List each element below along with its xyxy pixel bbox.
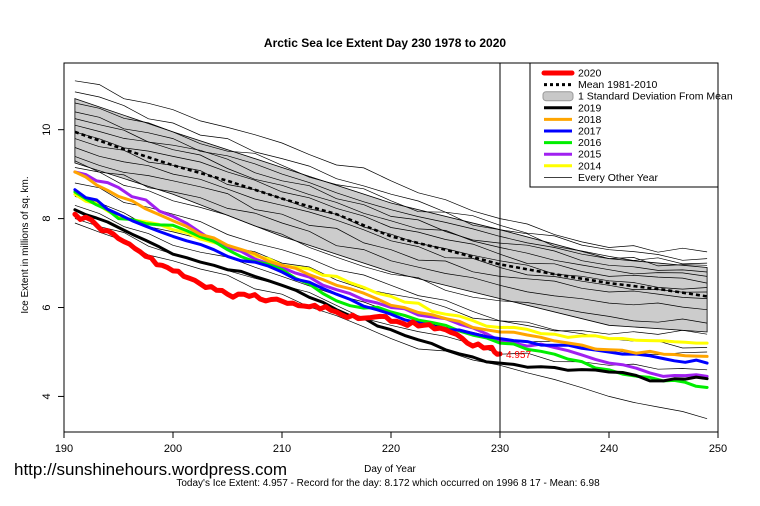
other-years-layer [74, 80, 708, 420]
y-tick-label: 8 [41, 216, 53, 222]
other-year-line [74, 138, 708, 290]
chart-title: Arctic Sea Ice Extent Day 230 1978 to 20… [264, 36, 506, 50]
legend-label: 2019 [578, 102, 602, 114]
other-year-line [74, 160, 708, 311]
mean-line-layer [74, 130, 708, 298]
other-year-line [74, 91, 708, 261]
series-line-2014 [73, 192, 709, 345]
mean-line [74, 130, 708, 298]
current-value-label: 4.957 [506, 350, 531, 361]
other-year-line [74, 182, 708, 335]
x-axis-label: Day of Year [364, 464, 416, 475]
y-axis: 4 6 8 10 [41, 124, 64, 399]
legend-label: 2016 [578, 137, 602, 149]
other-year-line [74, 124, 708, 277]
legend-label: 2020 [578, 68, 602, 80]
x-tick-label: 250 [709, 443, 727, 455]
x-axis: 190 200 210 220 230 240 250 [55, 431, 727, 455]
legend-label: Mean 1981-2010 [578, 79, 658, 91]
other-year-line [74, 167, 708, 324]
legend-label: 2017 [578, 126, 602, 138]
legend-label: Every Other Year [578, 172, 658, 184]
y-tick-label: 10 [41, 124, 53, 136]
legend-label: 2014 [578, 160, 602, 172]
other-year-line [74, 156, 708, 299]
x-tick-label: 210 [273, 443, 291, 455]
website-watermark: http://sunshinehours.wordpress.com [14, 460, 287, 479]
other-year-line [74, 147, 708, 293]
x-tick-label: 230 [491, 443, 509, 455]
series-line-2020 [72, 211, 503, 357]
legend-label: 1 Standard Deviation From Mean [578, 91, 733, 103]
legend-label: 2015 [578, 149, 602, 161]
other-year-line [74, 80, 708, 253]
other-year-line [74, 222, 708, 420]
legend-swatch [542, 91, 574, 102]
y-tick-label: 4 [41, 393, 53, 399]
x-tick-label: 200 [164, 443, 182, 455]
other-year-line [74, 131, 708, 284]
x-tick-label: 220 [382, 443, 400, 455]
series-line-2018 [73, 170, 709, 358]
series-line-2016 [73, 190, 709, 389]
legend-label: 2018 [578, 114, 602, 126]
series-line-2017 [73, 188, 709, 365]
y-tick-label: 6 [41, 304, 53, 310]
y-axis-label: Ice Extent in millions of sq. km. [20, 176, 31, 313]
series-line-2019 [73, 208, 709, 383]
highlight-years-layer [72, 170, 709, 389]
chart-caption: Today's Ice Extent: 4.957 - Record for t… [176, 478, 600, 489]
other-year-line [74, 118, 708, 273]
x-tick-label: 190 [55, 443, 73, 455]
series-line-2015 [73, 170, 709, 378]
other-year-line [74, 111, 708, 267]
x-tick-label: 240 [600, 443, 618, 455]
other-year-line [74, 102, 708, 265]
